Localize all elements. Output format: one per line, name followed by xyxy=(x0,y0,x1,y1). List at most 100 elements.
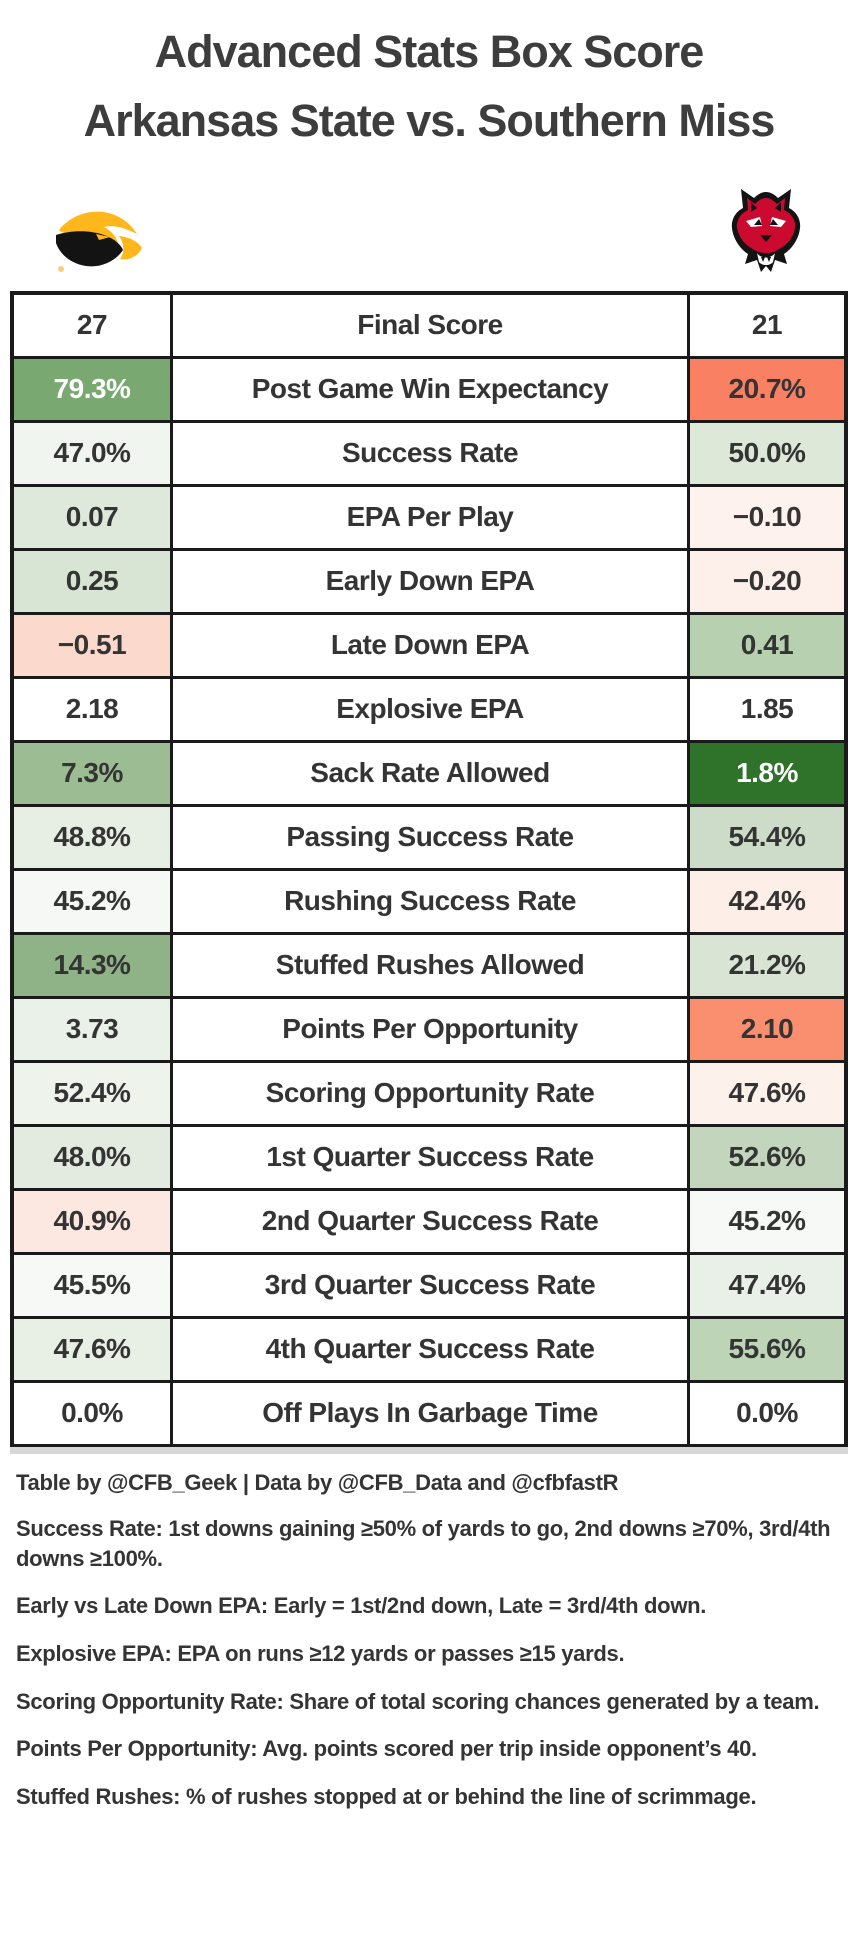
stat-value-left: 45.2% xyxy=(14,870,170,935)
stat-metric-label: Final Score xyxy=(170,294,690,359)
stat-value-right: 21.2% xyxy=(690,934,844,999)
stat-value-left: 27 xyxy=(14,294,170,359)
footnote-text: : Early = 1st/2nd down, Late = 3rd/4th d… xyxy=(260,1593,707,1619)
table-row: 48.0% 1st Quarter Success Rate 52.6% xyxy=(14,1126,844,1191)
stat-value-left: 52.4% xyxy=(14,1062,170,1127)
stat-value-right: 20.7% xyxy=(690,358,844,423)
stat-metric-label: Off Plays In Garbage Time xyxy=(170,1382,690,1447)
table-row: −0.51 Late Down EPA 0.41 xyxy=(14,614,844,679)
table-row: 3.73 Points Per Opportunity 2.10 xyxy=(14,998,844,1063)
table-row: 14.3% Stuffed Rushes Allowed 21.2% xyxy=(14,934,844,999)
stat-metric-label: 3rd Quarter Success Rate xyxy=(170,1254,690,1319)
stat-value-left: 0.07 xyxy=(14,486,170,551)
stat-value-left: 45.5% xyxy=(14,1254,170,1319)
footnote: Scoring Opportunity Rate: Share of total… xyxy=(16,1687,840,1717)
table-row: 47.6% 4th Quarter Success Rate 55.6% xyxy=(14,1318,844,1383)
table-row: 7.3% Sack Rate Allowed 1.8% xyxy=(14,742,844,807)
stat-value-left: 0.25 xyxy=(14,550,170,615)
footnote: Explosive EPA: EPA on runs ≥12 yards or … xyxy=(16,1639,840,1669)
stat-metric-label: Early Down EPA xyxy=(170,550,690,615)
stat-value-left: 2.18 xyxy=(14,678,170,743)
stat-metric-label: Late Down EPA xyxy=(170,614,690,679)
table-row: 2.18 Explosive EPA 1.85 xyxy=(14,678,844,743)
team-logo-row xyxy=(0,183,858,275)
stats-table-wrap: 27 Final Score 21 79.3% Post Game Win Expect… xyxy=(10,290,848,1454)
stat-metric-label: Explosive EPA xyxy=(170,678,690,743)
footnote-term: Scoring Opportunity Rate xyxy=(16,1688,277,1714)
stat-value-left: −0.51 xyxy=(14,614,170,679)
stat-value-right: 1.8% xyxy=(690,742,844,807)
stat-value-right: 2.10 xyxy=(690,998,844,1063)
footnote-text: : EPA on runs ≥12 yards or passes ≥15 ya… xyxy=(164,1640,625,1666)
footnote-term: Early vs Late Down EPA xyxy=(16,1593,261,1619)
stat-value-left: 0.0% xyxy=(14,1382,170,1447)
stat-metric-label: 2nd Quarter Success Rate xyxy=(170,1190,690,1255)
footnote-term: Points Per Opportunity xyxy=(16,1736,251,1762)
table-row: 0.07 EPA Per Play −0.10 xyxy=(14,486,844,551)
footnote: Success Rate: 1st downs gaining ≥50% of … xyxy=(16,1514,840,1573)
table-row: 45.5% 3rd Quarter Success Rate 47.4% xyxy=(14,1254,844,1319)
footnote: Early vs Late Down EPA: Early = 1st/2nd … xyxy=(16,1591,840,1621)
table-row: 27 Final Score 21 xyxy=(14,294,844,359)
stat-metric-label: Passing Success Rate xyxy=(170,806,690,871)
stats-table: 27 Final Score 21 79.3% Post Game Win Expect… xyxy=(10,290,848,1447)
table-row: 47.0% Success Rate 50.0% xyxy=(14,422,844,487)
footnote: Stuffed Rushes: % of rushes stopped at o… xyxy=(16,1782,840,1812)
credit-line: Table by @CFB_Geek | Data by @CFB_Data a… xyxy=(16,1469,619,1495)
stat-value-left: 48.0% xyxy=(14,1126,170,1191)
footnote-term: Explosive EPA xyxy=(16,1640,165,1666)
footnote-term: Stuffed Rushes xyxy=(16,1784,174,1810)
stat-value-left: 79.3% xyxy=(14,358,170,423)
stat-value-right: 0.0% xyxy=(690,1382,844,1447)
stat-value-right: 45.2% xyxy=(690,1190,844,1255)
table-row: 45.2% Rushing Success Rate 42.4% xyxy=(14,870,844,935)
table-row: 52.4% Scoring Opportunity Rate 47.6% xyxy=(14,1062,844,1127)
stat-value-right: 50.0% xyxy=(690,422,844,487)
stat-value-right: 47.6% xyxy=(690,1062,844,1127)
stat-metric-label: Success Rate xyxy=(170,422,690,487)
footnote-text: : Share of total scoring chances generat… xyxy=(276,1688,820,1714)
stat-value-right: 42.4% xyxy=(690,870,844,935)
footnotes: Success Rate: 1st downs gaining ≥50% of … xyxy=(0,1514,858,1812)
table-row: 0.25 Early Down EPA −0.20 xyxy=(14,550,844,615)
stat-value-right: 52.6% xyxy=(690,1126,844,1191)
stat-value-left: 47.0% xyxy=(14,422,170,487)
stat-metric-label: Points Per Opportunity xyxy=(170,998,690,1063)
southern-miss-golden-eagle-logo-icon xyxy=(56,211,142,272)
stat-metric-label: Rushing Success Rate xyxy=(170,870,690,935)
stat-value-left: 48.8% xyxy=(14,806,170,871)
arkansas-state-red-wolf-logo-icon xyxy=(731,188,801,272)
stat-metric-label: Post Game Win Expectancy xyxy=(170,358,690,423)
stat-value-right: 47.4% xyxy=(690,1254,844,1319)
stat-metric-label: 1st Quarter Success Rate xyxy=(170,1126,690,1191)
footnote-text: : 1st downs gaining ≥50% of yards to go,… xyxy=(16,1515,831,1571)
stat-value-right: −0.10 xyxy=(690,486,844,551)
page-title: Advanced Stats Box Score xyxy=(154,26,705,77)
matchup-subtitle: Arkansas State vs. Southern Miss xyxy=(83,95,776,146)
stat-metric-label: 4th Quarter Success Rate xyxy=(170,1318,690,1383)
table-row: 0.0% Off Plays In Garbage Time 0.0% xyxy=(14,1382,844,1447)
footnote-text: : % of rushes stopped at or behind the l… xyxy=(173,1784,757,1810)
stat-value-right: 54.4% xyxy=(690,806,844,871)
stat-value-right: 0.41 xyxy=(690,614,844,679)
stat-value-left: 3.73 xyxy=(14,998,170,1063)
stat-metric-label: EPA Per Play xyxy=(170,486,690,551)
stat-value-left: 14.3% xyxy=(14,934,170,999)
advanced-stats-box-score-page: Advanced Stats Box Score Arkansas State … xyxy=(0,26,858,1958)
table-row: 40.9% 2nd Quarter Success Rate 45.2% xyxy=(14,1190,844,1255)
stat-value-right: −0.20 xyxy=(690,550,844,615)
stat-value-left: 47.6% xyxy=(14,1318,170,1383)
footnote: Points Per Opportunity: Avg. points scor… xyxy=(16,1734,840,1764)
table-row: 79.3% Post Game Win Expectancy 20.7% xyxy=(14,358,844,423)
table-row: 48.8% Passing Success Rate 54.4% xyxy=(14,806,844,871)
stat-value-right: 1.85 xyxy=(690,678,844,743)
stat-metric-label: Stuffed Rushes Allowed xyxy=(170,934,690,999)
footnote-term: Success Rate xyxy=(16,1515,156,1541)
stat-metric-label: Sack Rate Allowed xyxy=(170,742,690,807)
stat-value-right: 21 xyxy=(690,294,844,359)
stat-value-left: 7.3% xyxy=(14,742,170,807)
stat-metric-label: Scoring Opportunity Rate xyxy=(170,1062,690,1127)
table-bottom-band xyxy=(10,1446,848,1454)
stat-value-left: 40.9% xyxy=(14,1190,170,1255)
stat-value-right: 55.6% xyxy=(690,1318,844,1383)
